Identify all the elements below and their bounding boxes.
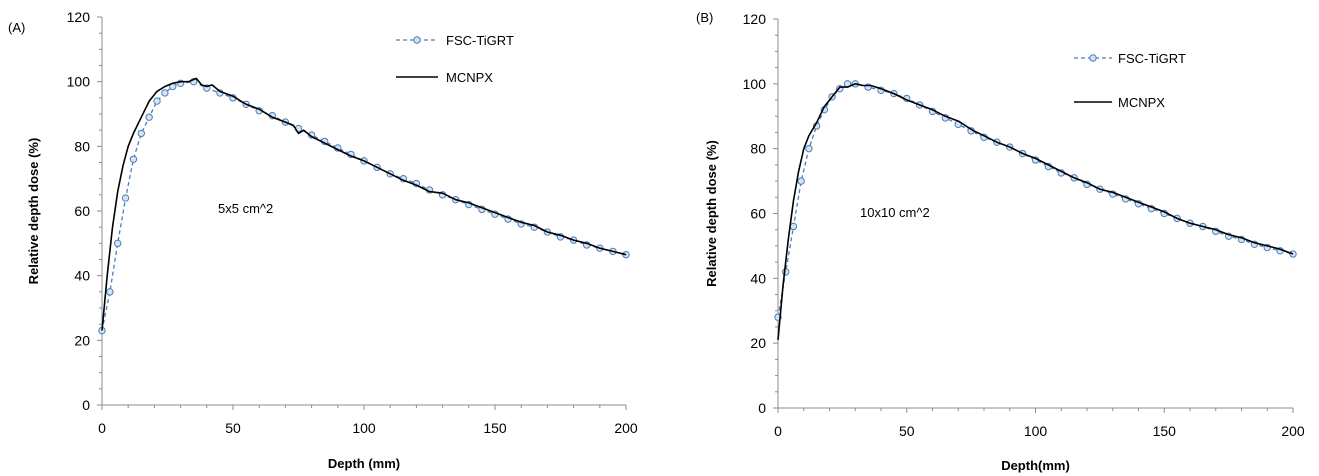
data-point-fsc-tigrt (161, 89, 169, 97)
y-tick-label: 80 (74, 138, 90, 154)
y-tick-label: 40 (74, 268, 90, 284)
series-line-fsc-tigrt (777, 83, 1294, 318)
chart-panel-b: (B) 0 20 40 60 80 100 120 0 50 100 150 200 Depth(mm) R… (696, 10, 1305, 473)
y-tick-label: 120 (743, 11, 767, 27)
data-point-fsc-tigrt (805, 144, 813, 153)
y-tick-label: 0 (82, 397, 90, 413)
data-point-fsc-tigrt (1289, 250, 1297, 258)
field-size-annotation: 5x5 cm^2 (218, 201, 273, 216)
x-tick-label: 0 (774, 423, 782, 439)
y-tick-label: 20 (750, 335, 766, 351)
panel-label: (B) (696, 10, 713, 25)
legend-label-mcnpx: MCNPX (1118, 95, 1165, 110)
x-tick-label: 50 (225, 420, 241, 436)
y-tick-label: 40 (750, 270, 766, 286)
data-point-fsc-tigrt (121, 194, 130, 202)
legend-marker-fsc-tigrt (1089, 54, 1097, 62)
y-tick-label: 80 (750, 141, 766, 157)
y-tick-label: 60 (74, 203, 90, 219)
chart-panel-a: (A) 0 20 40 60 80 100 120 0 50 100 150 200 Depth (mm)… (8, 9, 638, 471)
y-axis-title: Relative depth dose (%) (26, 138, 41, 285)
x-tick-label: 100 (352, 420, 376, 436)
legend-label-mcnpx: MCNPX (446, 70, 493, 85)
legend-label-fsc-tigrt: FSC-TiGRT (446, 33, 514, 48)
data-point-fsc-tigrt (137, 129, 146, 138)
panel-label: (A) (8, 20, 25, 35)
legend: FSC-TiGRT MCNPX (1074, 51, 1186, 110)
data-point-fsc-tigrt (145, 113, 153, 121)
data-point-fsc-tigrt (114, 239, 122, 248)
y-axis-title: Relative depth dose (%) (704, 140, 719, 287)
x-tick-label: 150 (1153, 423, 1177, 439)
series-line-fsc-tigrt (101, 81, 627, 331)
data-point-fsc-tigrt (106, 288, 114, 296)
data-point-fsc-tigrt (797, 177, 805, 185)
series-line-mcnpx (777, 83, 1294, 340)
x-axis-title: Depth(mm) (1001, 458, 1070, 473)
data-point-fsc-tigrt (782, 268, 790, 276)
data-point-fsc-tigrt (153, 97, 161, 105)
y-tick-label: 0 (758, 400, 766, 416)
x-tick-label: 150 (483, 420, 507, 436)
legend-label-fsc-tigrt: FSC-TiGRT (1118, 51, 1186, 66)
x-tick-label: 50 (899, 423, 915, 439)
x-tick-label: 0 (98, 420, 106, 436)
y-tick-label: 100 (67, 74, 91, 90)
y-tick-label: 120 (67, 9, 91, 25)
y-tick-label: 100 (743, 76, 767, 92)
field-size-annotation: 10x10 cm^2 (860, 205, 930, 220)
y-tick-label: 60 (750, 206, 766, 222)
data-point-fsc-tigrt (129, 155, 138, 163)
x-axis-title: Depth (mm) (328, 456, 400, 471)
x-tick-label: 200 (614, 420, 638, 436)
x-tick-label: 200 (1281, 423, 1305, 439)
y-tick-label: 20 (74, 332, 90, 348)
data-point-fsc-tigrt (789, 222, 798, 231)
legend: FSC-TiGRT MCNPX (396, 33, 514, 85)
legend-marker-fsc-tigrt (413, 36, 421, 44)
series-line-mcnpx (101, 77, 627, 331)
x-tick-label: 100 (1024, 423, 1048, 439)
